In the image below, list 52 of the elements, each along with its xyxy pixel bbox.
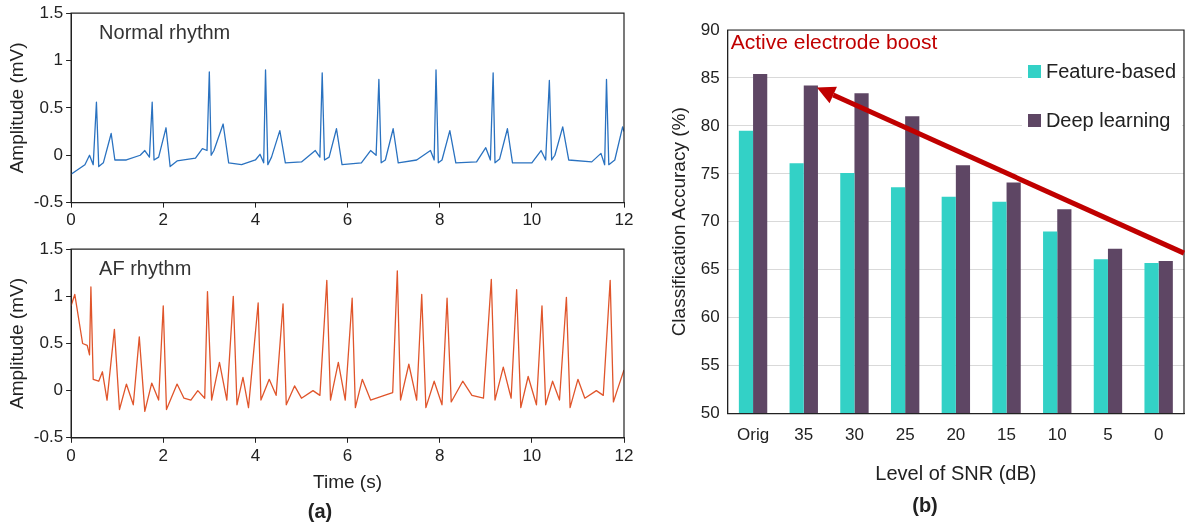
y-tick-label: 80 [700, 115, 720, 135]
y-axis-title: Amplitude (mV) [5, 42, 27, 174]
y-tick-label: 1 [53, 50, 64, 70]
x-tick-label: 4 [250, 445, 261, 465]
x-tick-label: 6 [342, 210, 353, 230]
x-tick-label: 25 [895, 425, 915, 445]
y-tick-label: 1.5 [39, 238, 64, 258]
y-tick-label: -0.5 [33, 427, 64, 447]
x-tick-label: 5 [1103, 425, 1113, 445]
x-tick-label: 35 [794, 425, 814, 445]
y-axis-title: Classification Accuracy (%) [667, 107, 689, 337]
x-tick-label: 0 [1153, 425, 1164, 445]
y-tick-label: 50 [700, 403, 720, 423]
series-label: AF rhythm [99, 256, 192, 279]
y-tick-label: 75 [700, 163, 720, 183]
x-tick-label: 10 [1047, 425, 1067, 445]
x-tick-label: 30 [845, 425, 864, 445]
y-tick-label: 55 [700, 355, 720, 375]
y-tick-label: 0.5 [39, 333, 64, 353]
x-tick-label: Orig [737, 425, 770, 445]
y-tick-label: 0 [53, 144, 64, 164]
x-tick-label: 12 [614, 445, 634, 465]
x-axis-title: Level of SNR (dB) [875, 461, 1037, 484]
x-tick-label: 10 [522, 210, 542, 230]
y-tick-label: 70 [700, 211, 720, 231]
legend-label: Feature-based [1045, 60, 1176, 83]
y-axis-title: Amplitude (mV) [5, 278, 27, 409]
x-tick-label: 8 [434, 210, 445, 230]
y-tick-label: 65 [700, 259, 720, 279]
annotation: Active electrode boost [730, 30, 938, 54]
y-tick-label: 60 [700, 307, 720, 327]
x-tick-label: 8 [434, 445, 445, 465]
y-tick-label: 0.5 [39, 97, 64, 117]
x-tick-label: 6 [342, 445, 353, 465]
x-tick-label: 2 [158, 445, 168, 465]
text: (b) [911, 494, 939, 517]
y-tick-label: 1.5 [39, 2, 64, 22]
y-tick-label: -0.5 [33, 192, 64, 212]
x-tick-label: 4 [250, 210, 261, 230]
x-tick-label: 12 [614, 210, 634, 230]
y-tick-label: 90 [700, 19, 720, 39]
legend-label: Deep learning [1045, 109, 1171, 132]
x-tick-label: 2 [158, 210, 168, 230]
y-tick-label: 0 [53, 380, 64, 400]
y-tick-label: 1 [53, 286, 64, 306]
text: (a) [306, 500, 334, 523]
x-axis-title: Time (s) [313, 470, 383, 492]
x-tick-label: 15 [997, 425, 1017, 445]
y-tick-label: 85 [700, 67, 720, 87]
series-label: Normal rhythm [99, 20, 231, 43]
x-tick-label: 20 [946, 425, 966, 445]
x-tick-label: 10 [522, 445, 542, 465]
